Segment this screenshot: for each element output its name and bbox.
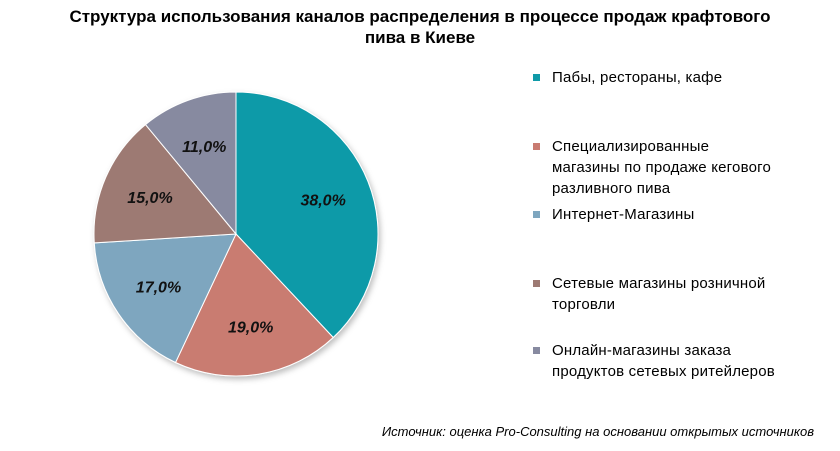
legend-label-line: разливного пива — [552, 180, 671, 197]
pie-slice-online-retailers — [144, 91, 237, 236]
legend-item-online-retailers: Онлайн-магазины заказа продуктов сетевых… — [533, 340, 833, 382]
legend-label-specialized-stores: Специализированные магазины по продаже к… — [552, 136, 833, 199]
legend-swatch-internet-shops — [533, 211, 540, 218]
legend-item-specialized-stores: Специализированные магазины по продаже к… — [533, 136, 833, 199]
legend-label-line: магазины по продаже кегового — [552, 159, 771, 176]
legend-item-pubs: Пабы, рестораны, кафе — [533, 67, 833, 88]
legend-swatch-pubs — [533, 74, 540, 81]
legend-label-line: Интернет-Магазины — [552, 206, 695, 223]
legend-label-internet-shops: Интернет-Магазины — [552, 204, 833, 225]
source-note: Источник: оценка Pro-Consulting на основ… — [381, 424, 814, 439]
legend-label-online-retailers: Онлайн-магазины заказа продуктов сетевых… — [552, 340, 833, 382]
pie-slice-retail-chains — [93, 123, 238, 244]
pie-slice-specialized-stores — [174, 233, 334, 377]
legend-label-line: продуктов сетевых ритейлеров — [552, 363, 775, 380]
legend-label-line: Сетевые магазины розничной — [552, 275, 766, 292]
legend-label-line: Онлайн-магазины заказа — [552, 342, 732, 359]
pie-slice-internet-shops — [93, 233, 237, 364]
data-label-retail-chains: 15,0% — [127, 190, 172, 207]
chart-title: Структура использования каналов распреде… — [0, 6, 840, 48]
legend-label-line: Пабы, рестораны, кафе — [552, 69, 723, 86]
legend-swatch-specialized-stores — [533, 143, 540, 150]
pie-slice-pubs — [235, 91, 379, 339]
legend-label-retail-chains: Сетевые магазины розничной торговли — [552, 273, 833, 315]
data-label-internet-shops: 17,0% — [136, 280, 181, 297]
legend-label-pubs: Пабы, рестораны, кафе — [552, 67, 833, 88]
legend-swatch-retail-chains — [533, 280, 540, 287]
legend-item-internet-shops: Интернет-Магазины — [533, 204, 833, 225]
data-label-online-retailers: 11,0% — [182, 139, 226, 156]
legend-label-line: Специализированные — [552, 138, 710, 155]
legend-swatch-online-retailers — [533, 347, 540, 354]
data-label-specialized-stores: 19,0% — [228, 320, 273, 337]
data-label-pubs: 38,0% — [300, 192, 345, 209]
legend-item-retail-chains: Сетевые магазины розничной торговли — [533, 273, 833, 315]
chart-title-line-2: пива в Киеве — [364, 28, 476, 47]
chart-title-line-1: Структура использования каналов распреде… — [69, 7, 771, 26]
legend-label-line: торговли — [552, 296, 616, 313]
